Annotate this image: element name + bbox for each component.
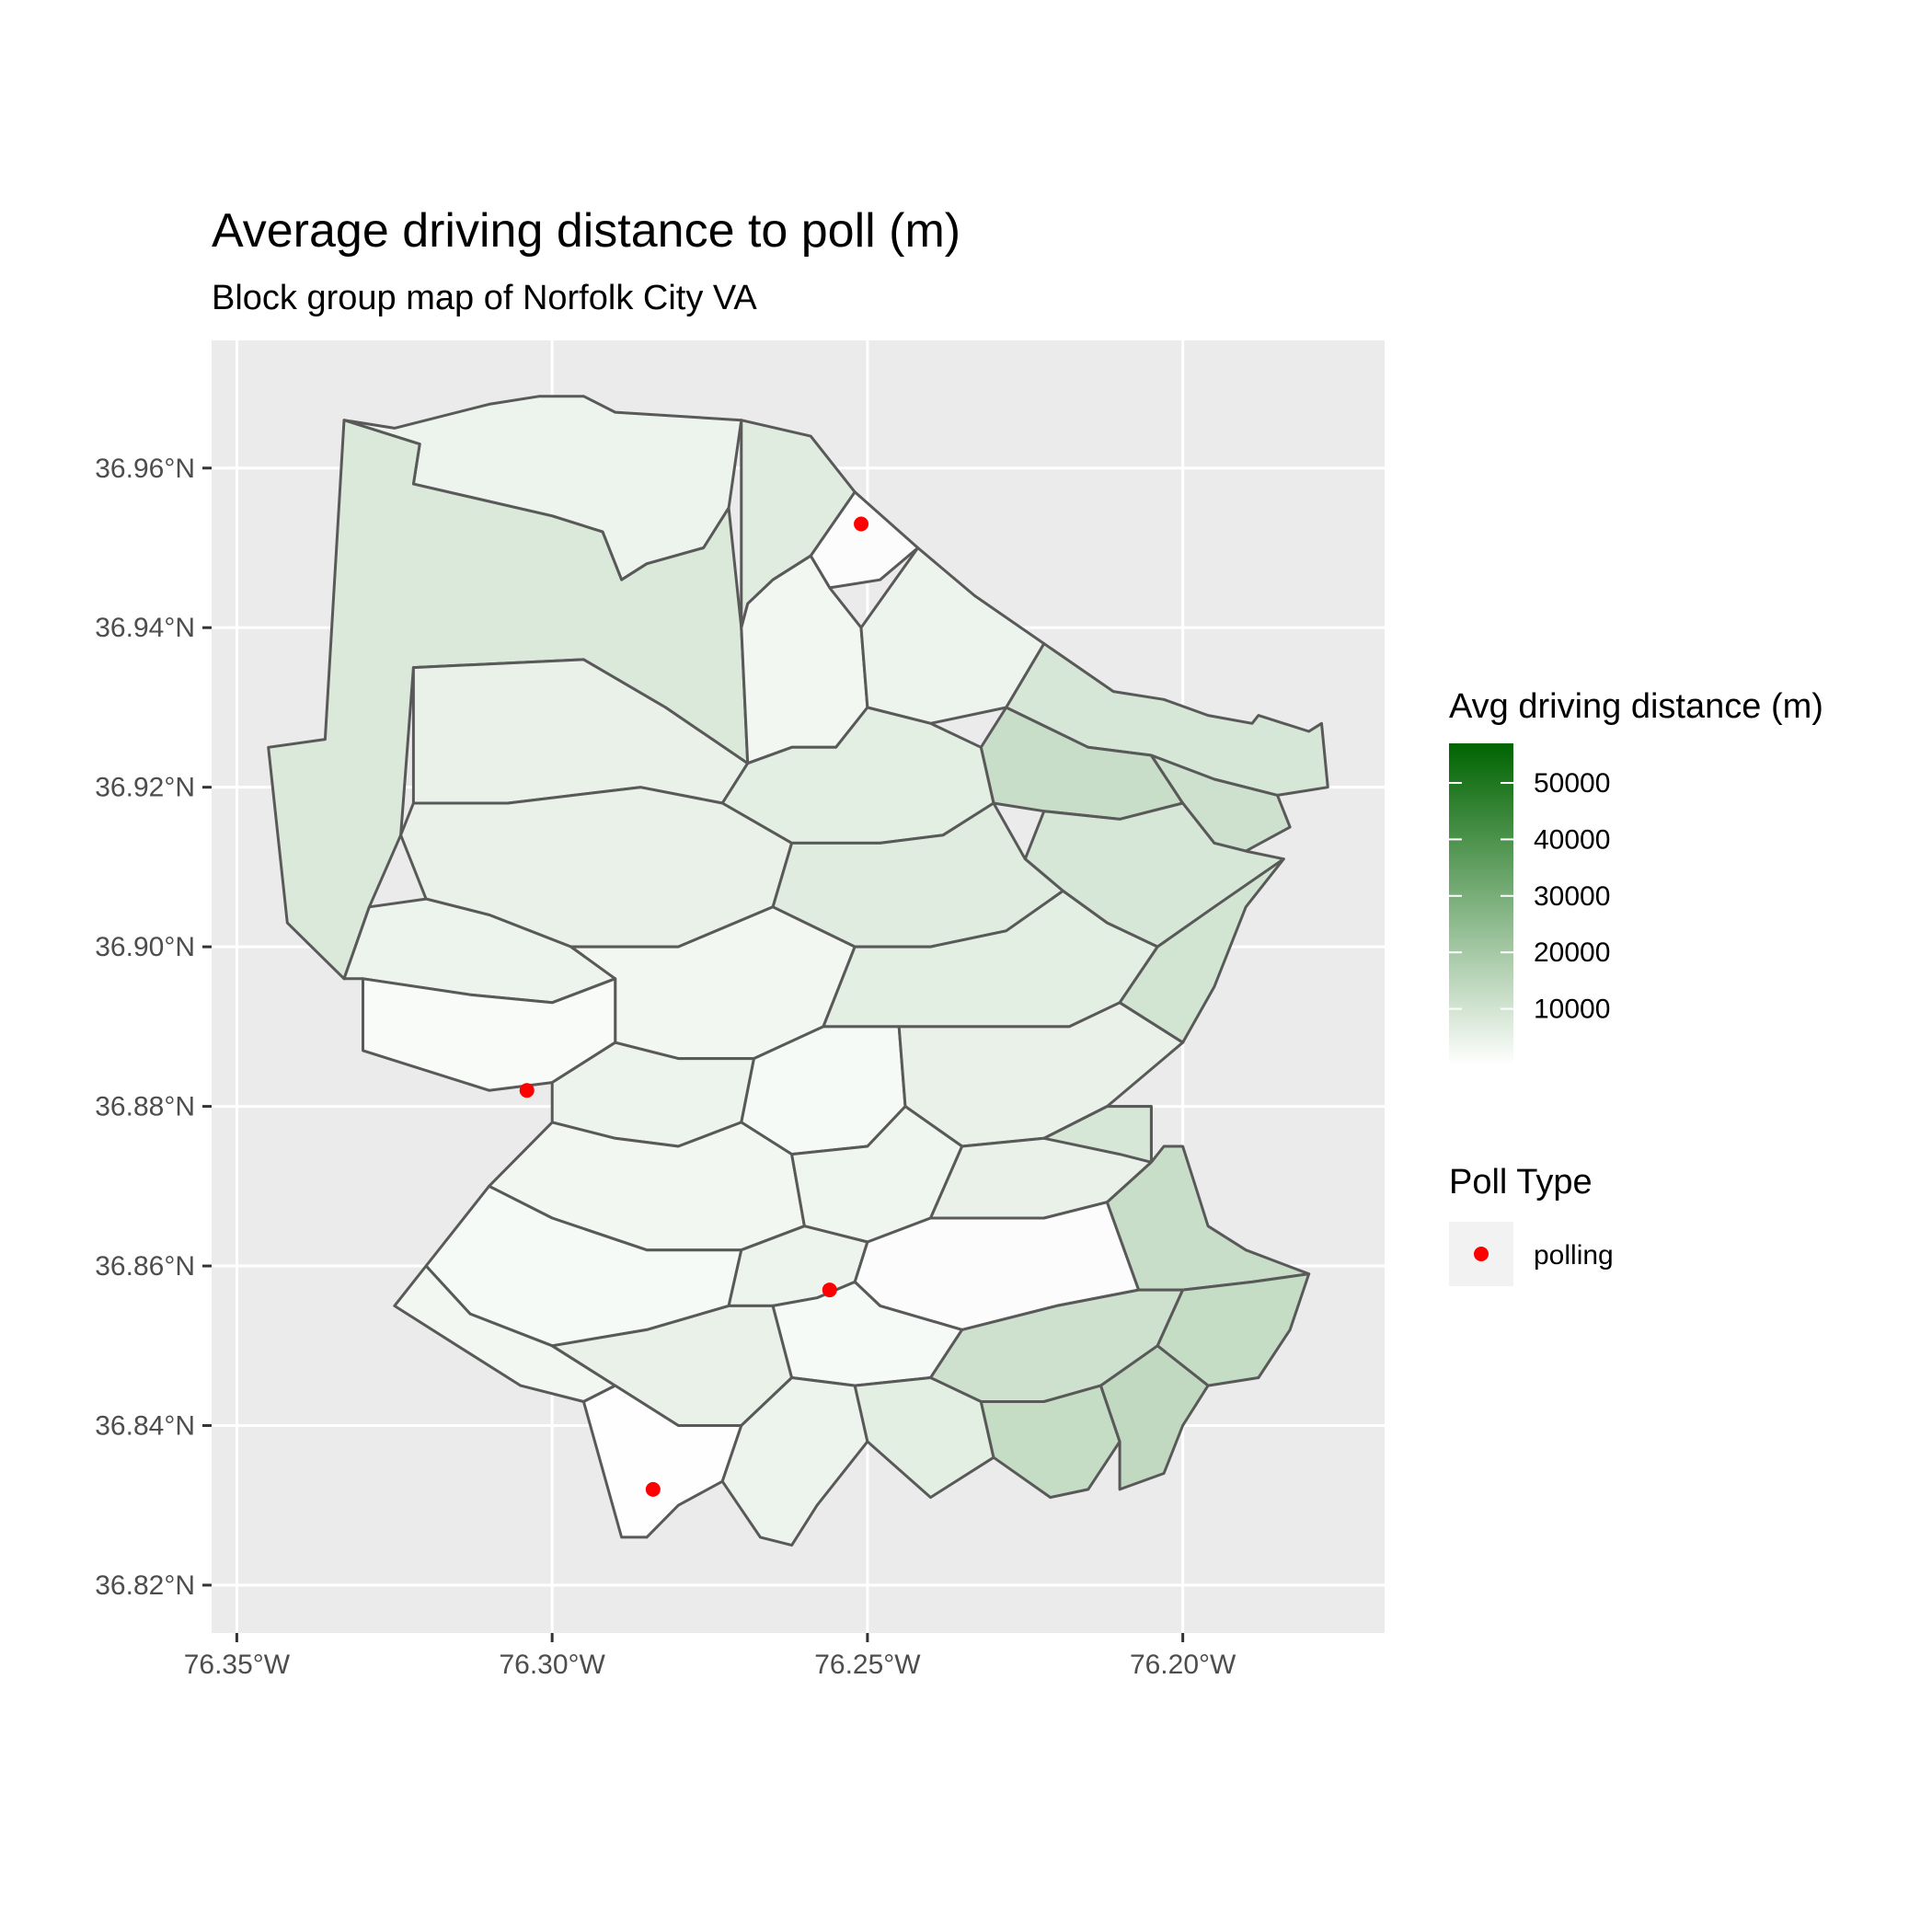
y-tick-label: 36.82°N (95, 1570, 195, 1601)
poll-point (645, 1481, 661, 1497)
poll-legend: Poll Type polling (1449, 1163, 1614, 1286)
block-group-region (720, 1376, 869, 1547)
poll-point (822, 1282, 837, 1298)
block-group-region (979, 1384, 1121, 1500)
poll-point (519, 1083, 535, 1098)
block-group-region (581, 1384, 743, 1539)
colorbar-tick-label: 30000 (1534, 881, 1610, 912)
y-tick-label: 36.88°N (95, 1092, 195, 1122)
y-axis: 36.82°N 36.84°N 36.86°N 36.88°N 36.90°N 36.92… (95, 454, 212, 1601)
poll-legend-dot (1474, 1247, 1489, 1261)
x-tick-label: 76.20°W (1130, 1650, 1236, 1680)
y-tick-label: 36.92°N (95, 773, 195, 803)
colorbar-tick-label: 50000 (1534, 768, 1610, 799)
colorbar-tick-label: 20000 (1534, 937, 1610, 968)
y-tick-label: 36.94°N (95, 613, 195, 643)
poll-legend-label: polling (1534, 1240, 1614, 1271)
y-tick-label: 36.86°N (95, 1251, 195, 1282)
block-group-regions (267, 395, 1329, 1547)
x-tick-label: 76.30°W (499, 1650, 605, 1680)
map-subtitle: Block group map of Norfolk City VA (212, 279, 757, 317)
y-tick-label: 36.84°N (95, 1411, 195, 1442)
fill-legend-title: Avg driving distance (m) (1449, 687, 1823, 726)
fill-legend-colorbar (1449, 743, 1513, 1065)
poll-point (854, 516, 869, 532)
x-tick-label: 76.35°W (184, 1650, 291, 1680)
poll-locations (519, 516, 869, 1497)
poll-legend-title: Poll Type (1449, 1163, 1593, 1202)
x-axis: 76.35°W 76.30°W 76.25°W 76.20°W (184, 1633, 1236, 1680)
y-tick-label: 36.96°N (95, 454, 195, 484)
fill-legend: Avg driving distance (m) 10000 20000 30000… (1449, 687, 1823, 1065)
x-tick-label: 76.25°W (814, 1650, 921, 1680)
block-group-region (1042, 1105, 1153, 1164)
y-tick-label: 36.90°N (95, 932, 195, 962)
block-group-region (809, 490, 920, 590)
fill-legend-ticks: 10000 20000 30000 40000 50000 (1449, 768, 1610, 1025)
colorbar-tick-label: 40000 (1534, 824, 1610, 855)
block-group-region (1099, 1344, 1210, 1491)
colorbar-tick-label: 10000 (1534, 995, 1610, 1025)
map-title: Average driving distance to poll (m) (212, 204, 960, 258)
